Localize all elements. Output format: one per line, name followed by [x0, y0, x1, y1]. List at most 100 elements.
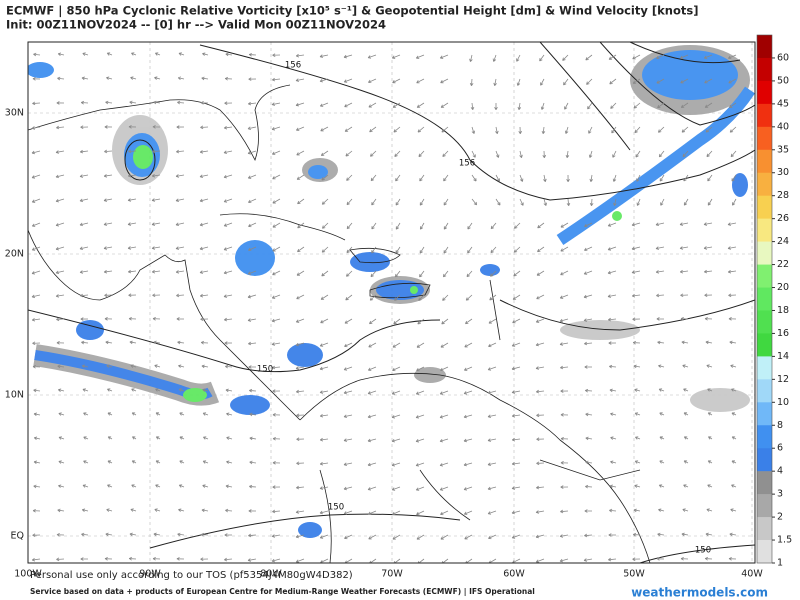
wind-arrow [681, 340, 689, 345]
wind-arrow [107, 484, 113, 488]
wind-arrow [583, 270, 593, 275]
wind-arrow [200, 317, 209, 321]
wind-arrow [471, 126, 476, 134]
wind-arrow [202, 412, 209, 416]
wind-arrow [369, 126, 377, 133]
wind-arrow [731, 460, 737, 464]
wind-arrow [58, 436, 65, 440]
wind-arrow [683, 436, 689, 440]
wind-arrow [440, 78, 449, 84]
coastline [299, 372, 651, 563]
wind-arrow [564, 102, 569, 110]
wind-arrow [488, 534, 497, 540]
contour [199, 44, 755, 201]
title: ECMWF | 850 hPa Cyclonic Relative Vortic… [6, 4, 698, 18]
colorbar: 60 50 45 40 35 30 28 26 24 22 20 18 16 14 12 10 8 6 4 3 2 1.5… [756, 34, 792, 569]
wind-arrow [731, 484, 737, 488]
colorbar-label: 60 [777, 52, 789, 63]
wind-arrow [249, 436, 257, 441]
wind-arrow [344, 342, 353, 348]
contour [149, 513, 461, 549]
wind-arrow [634, 388, 641, 392]
wind-arrow [199, 270, 209, 274]
wind-arrow [519, 198, 524, 206]
wind-arrow [487, 438, 497, 442]
wind-arrow [272, 389, 281, 393]
wind-arrow [226, 460, 233, 464]
wind-arrow [703, 222, 713, 226]
wind-arrow [272, 174, 281, 180]
wind-arrow [657, 340, 665, 345]
shade [690, 388, 750, 412]
colorbar-segment [757, 356, 772, 380]
wind-arrow [57, 508, 65, 513]
wind-arrow [707, 174, 713, 182]
lat-label: 30N [5, 108, 24, 119]
wind-arrow [584, 509, 593, 513]
wind-arrow [656, 293, 665, 298]
wind-arrow [224, 76, 233, 81]
wind-arrow [321, 246, 329, 253]
wind-arrow [634, 126, 641, 134]
wind-arrow [295, 510, 305, 514]
wind-arrow [79, 149, 89, 154]
wind-arrow [31, 174, 41, 179]
colorbar-label: 22 [777, 259, 789, 270]
wind-arrow [225, 508, 233, 513]
wind-arrow [730, 508, 737, 512]
wind-arrow [729, 126, 737, 133]
wind-arrow [680, 316, 689, 321]
wind-arrow [395, 174, 401, 182]
wind-arrow [345, 294, 353, 301]
wind-arrow [439, 54, 449, 59]
wind-arrow [511, 437, 521, 442]
wind-arrow [656, 557, 665, 561]
coastline [319, 459, 641, 563]
wind-arrow [636, 198, 641, 206]
wind-arrow [704, 78, 713, 84]
wind-arrow [248, 365, 257, 369]
wind-arrow [58, 460, 65, 464]
wind-arrow [105, 532, 113, 537]
colorbar-segment [757, 264, 772, 288]
wind-arrow [176, 557, 185, 561]
wind-arrow [106, 52, 113, 56]
wind-arrow [104, 317, 113, 321]
wind-arrow [417, 318, 425, 325]
brand[interactable]: weathermodels.com [631, 586, 768, 600]
wind-arrow [129, 100, 137, 105]
wind-arrow [368, 102, 377, 108]
wind-arrow [535, 558, 545, 563]
wind-arrow [271, 534, 281, 538]
wind-arrow [319, 78, 329, 83]
lon-label: 100W [14, 569, 42, 580]
wind-arrow [80, 317, 89, 321]
wind-arrow [151, 269, 161, 274]
wind-arrow [154, 364, 161, 368]
wind-arrow [467, 222, 473, 230]
wind-arrow [584, 246, 593, 252]
wind-arrow [247, 270, 257, 275]
wind-arrow [272, 365, 281, 370]
wind-arrow [392, 78, 401, 84]
wind-arrow [588, 150, 593, 158]
lon-label: 70W [381, 569, 403, 580]
wind-arrow [585, 54, 593, 61]
wind-arrow [391, 438, 401, 443]
wind-arrow [730, 150, 737, 158]
wind-arrow [201, 508, 209, 513]
wind-arrow [706, 150, 713, 158]
colorbar-segment [757, 448, 772, 472]
wind-arrow [128, 316, 137, 321]
wind-arrow [489, 270, 497, 277]
wind-arrow [296, 294, 305, 300]
wind-arrow [608, 317, 617, 322]
wind-arrow [249, 460, 257, 465]
wind-arrow [177, 532, 185, 537]
wind-arrow [346, 198, 353, 206]
wind-arrow [344, 126, 353, 132]
wind-arrow [202, 460, 209, 464]
wind-arrow [609, 484, 617, 489]
wind-arrow [79, 270, 89, 274]
contour-label: 156 [459, 159, 475, 169]
